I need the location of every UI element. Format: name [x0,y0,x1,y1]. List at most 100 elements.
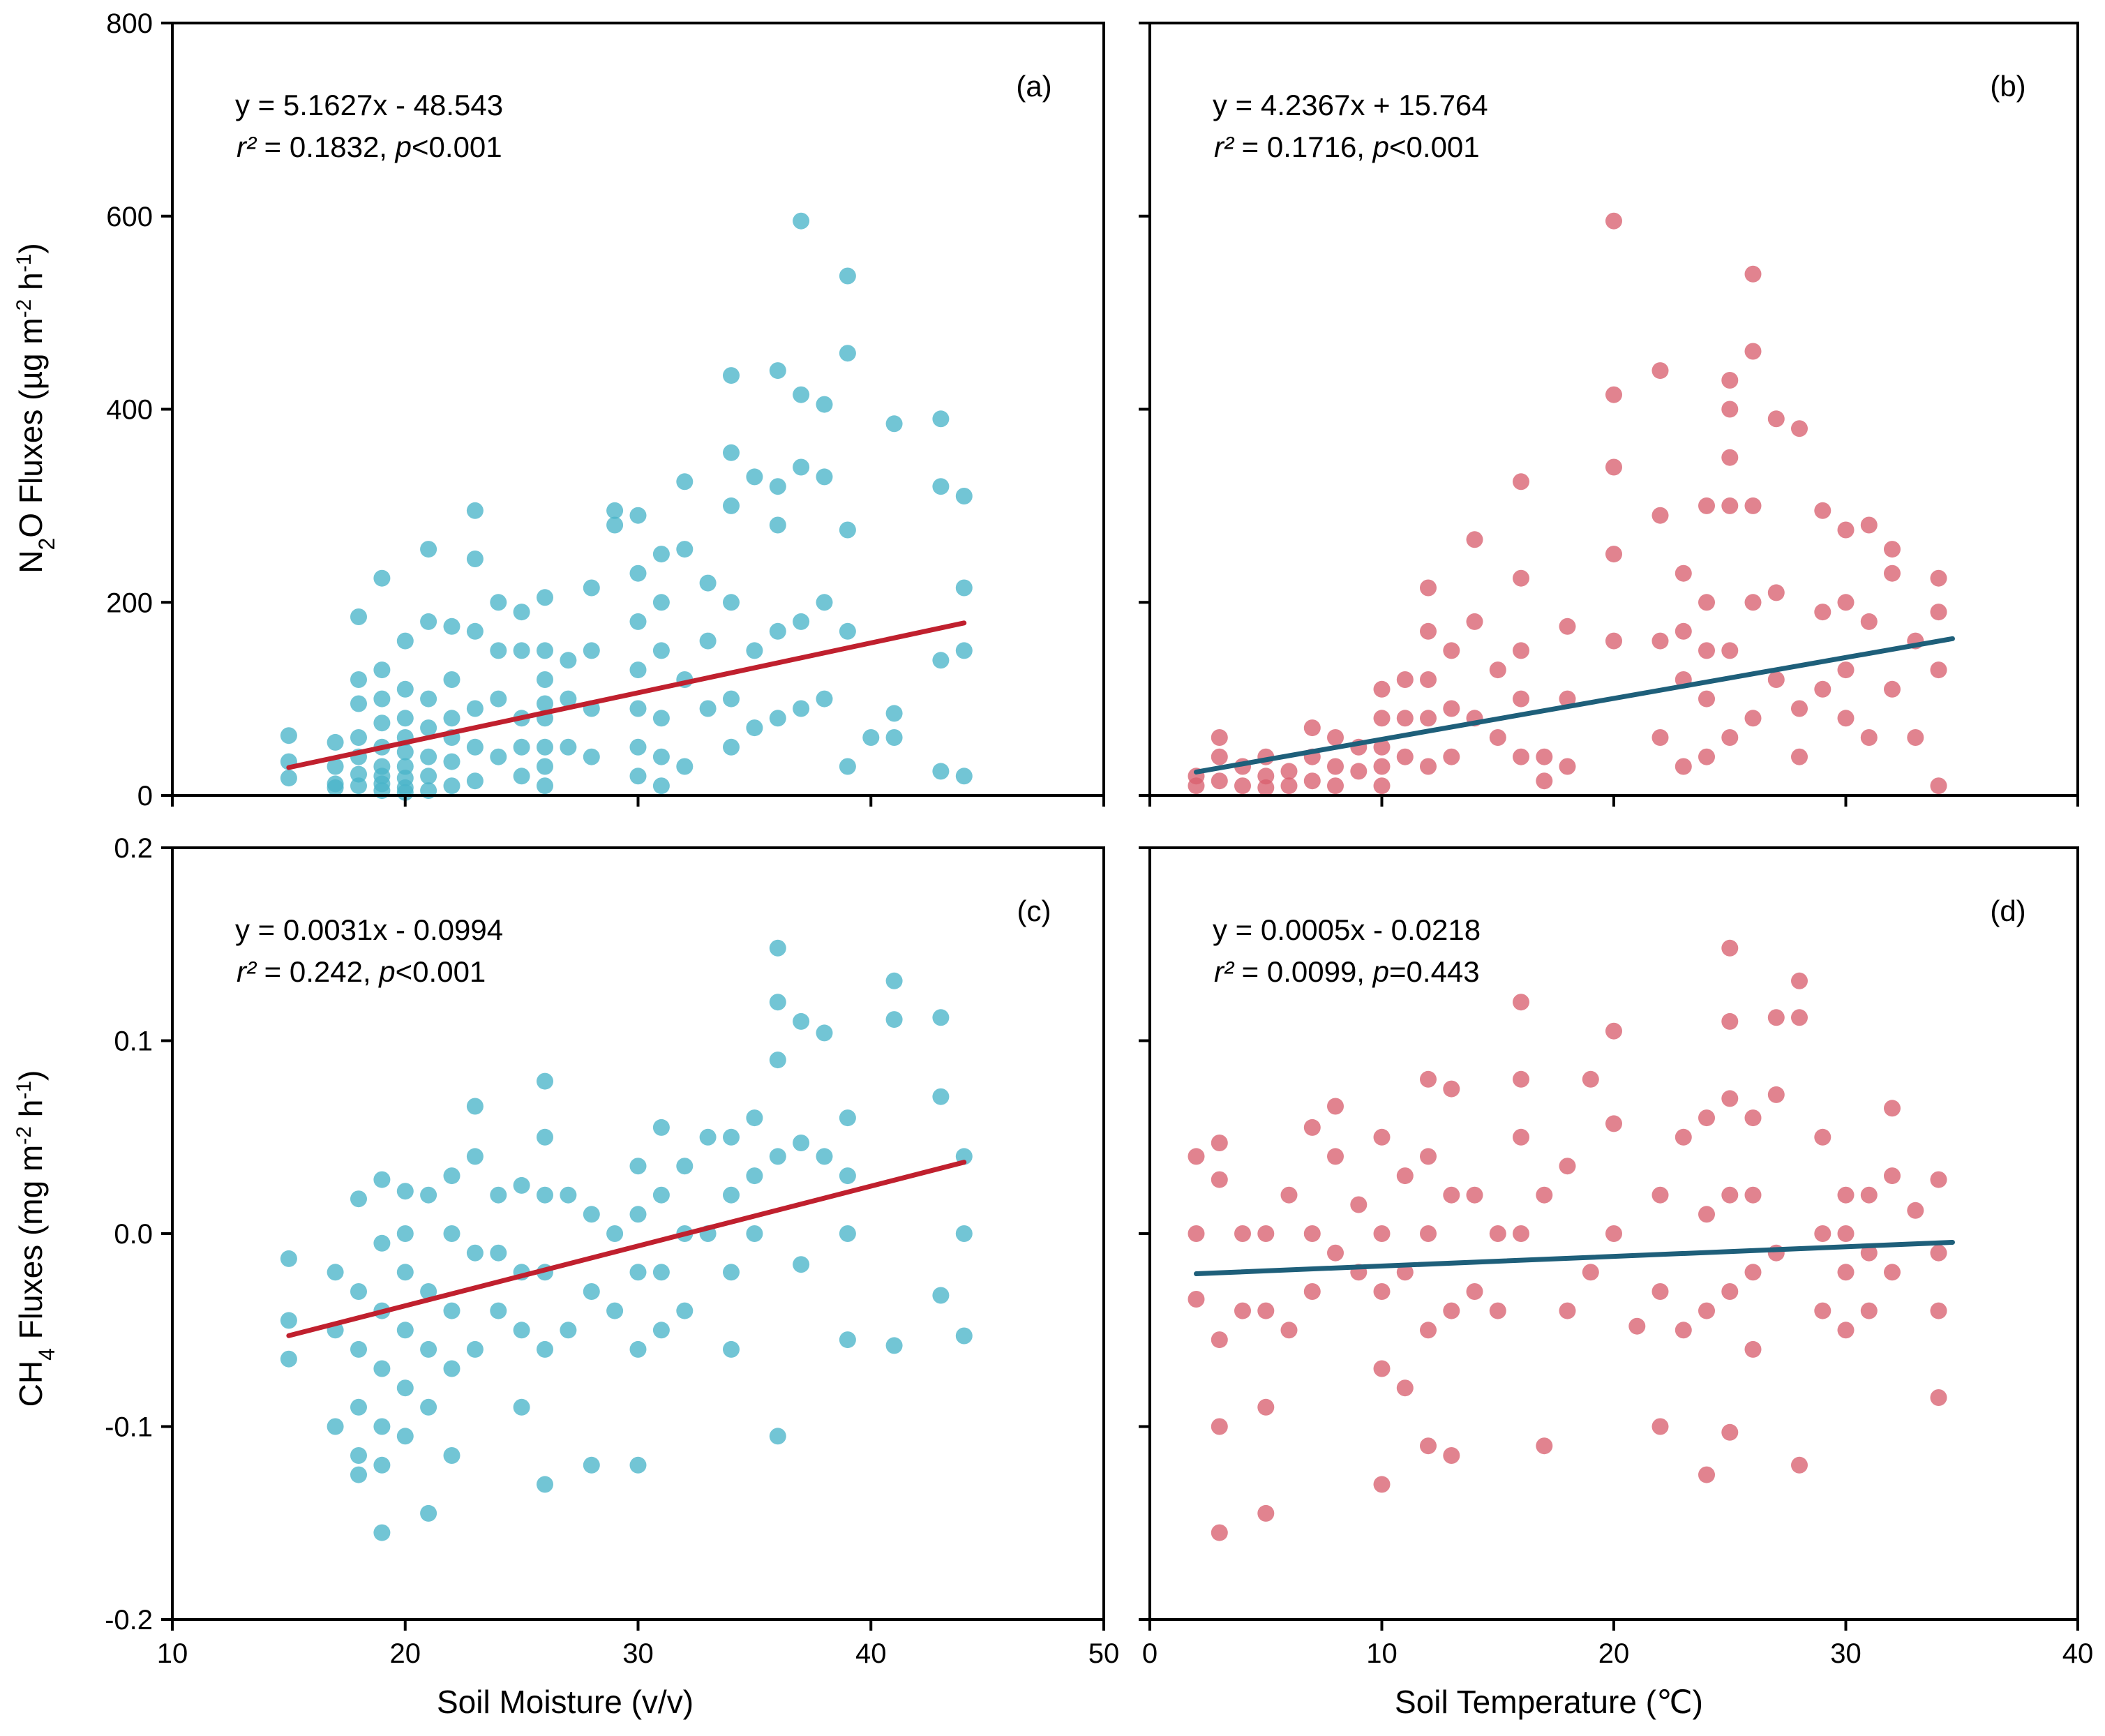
x-tick-label: 40 [2062,1638,2094,1669]
data-point [699,574,717,592]
data-point [839,1331,856,1349]
y-tick-label: 600 [106,202,153,232]
data-point [1303,719,1321,737]
data-point [955,1327,973,1345]
data-point [1280,763,1298,780]
data-point [420,1283,437,1300]
data-point [1280,777,1298,795]
data-point [1466,531,1483,548]
data-point [1257,1302,1275,1319]
data-point [816,1024,833,1042]
data-point [885,415,903,433]
data-point [1605,458,1622,476]
data-point [839,345,856,362]
regression-line-c [286,1160,967,1338]
data-point [1420,622,1437,640]
x-tick-label: 0 [1142,1638,1158,1669]
data-point [1443,642,1460,659]
data-point [1698,748,1715,765]
data-point [1280,1186,1298,1204]
data-point [1513,1070,1529,1088]
data-point [420,541,437,558]
data-point [1396,1379,1414,1397]
data-point [1420,1437,1437,1455]
data-point [1489,729,1506,746]
y-tick-label: -0.1 [105,1412,153,1443]
data-point [955,1225,973,1242]
data-point [350,1283,367,1300]
data-point [537,758,553,775]
data-point [816,594,833,611]
data-point [1420,1148,1437,1165]
data-point [1698,1302,1715,1319]
data-point [560,690,577,708]
data-point [1420,671,1437,688]
data-point [606,1302,624,1319]
data-point [1605,386,1622,403]
data-point [1373,1283,1391,1300]
y-tick-label: 0.1 [114,1026,153,1057]
data-point [373,1418,391,1435]
data-point [1651,1418,1669,1435]
data-point [396,758,414,775]
data-point [1420,1070,1437,1088]
data-point [1651,1283,1669,1300]
data-point [1257,1225,1275,1242]
scatter-points-a [280,212,973,801]
data-point [769,994,786,1011]
data-point [1559,1302,1576,1319]
data-point [373,1456,391,1474]
data-point [1791,748,1808,765]
data-point [769,710,786,727]
data-point [1675,758,1692,775]
data-point [1350,1196,1368,1213]
data-point [1513,473,1529,491]
data-point [793,1256,810,1273]
scatter-points-c [280,939,973,1541]
data-point [350,1340,367,1358]
data-point [373,714,391,732]
data-point [350,1447,367,1464]
data-point [583,1283,600,1300]
data-point [723,1264,740,1281]
data-point [629,564,647,582]
y-tick-label: 0.2 [114,833,153,864]
data-point [1257,1504,1275,1522]
y-tick-label: 0.0 [114,1219,153,1250]
data-point [1884,1100,1901,1117]
data-point [1744,710,1762,727]
data-point [629,700,647,717]
data-point [1257,768,1275,785]
data-point [350,695,367,712]
data-point [885,1011,903,1028]
data-point [652,1118,670,1136]
data-point [373,661,391,679]
data-point [373,1360,391,1377]
data-point [396,743,414,761]
data-point [629,1340,647,1358]
data-point [420,768,437,785]
data-point [1860,1244,1878,1262]
data-point [443,1360,460,1377]
data-point [629,1456,647,1474]
data-point [816,396,833,413]
data-point [1513,690,1529,708]
data-point [606,502,624,519]
data-point [1327,1148,1344,1165]
data-point [652,546,670,563]
data-point [1651,362,1669,380]
data-point [1744,1186,1762,1204]
data-point [1373,777,1391,795]
data-point [1466,1186,1483,1204]
regression-equation-c: y = 0.0031x - 0.0994 [235,913,503,946]
data-point [420,690,437,708]
data-point [885,972,903,989]
data-point [1721,372,1739,389]
data-point [769,516,786,534]
data-point [513,1322,530,1339]
data-point [1675,1128,1692,1146]
data-point [443,1302,460,1319]
data-point [490,1302,507,1319]
panel-label-a: (a) [1016,70,1051,103]
data-point [1559,618,1576,635]
